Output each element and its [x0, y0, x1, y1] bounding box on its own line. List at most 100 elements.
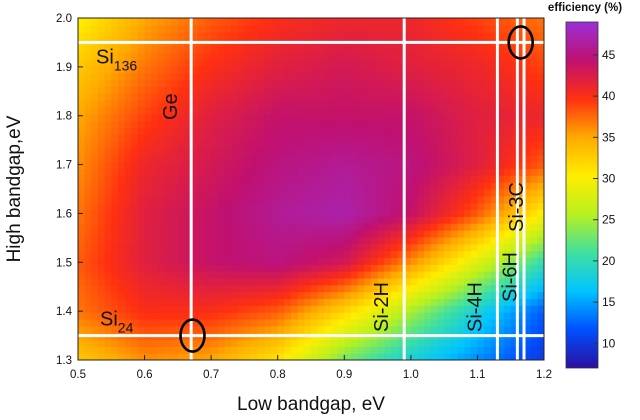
heatmap-cell: [264, 195, 272, 204]
heatmap-cell: [104, 209, 112, 217]
heatmap-cell: [417, 65, 425, 74]
heatmap-cell: [251, 318, 259, 327]
heatmap-cell: [217, 216, 226, 224]
heatmap-cell: [157, 195, 166, 204]
heatmap-cell: [390, 52, 399, 60]
heatmap-cell: [151, 18, 159, 26]
heatmap-cell: [537, 127, 544, 135]
heatmap-cell: [97, 277, 106, 286]
heatmap-cell: [204, 264, 212, 272]
heatmap-cell: [184, 59, 192, 67]
heatmap-cell: [217, 120, 226, 129]
heatmap-cell: [517, 79, 525, 87]
heatmap-cell: [384, 100, 392, 108]
heatmap-cell: [344, 305, 352, 313]
heatmap-cell: [410, 113, 419, 122]
heatmap-cell: [324, 113, 332, 122]
heatmap-cell: [124, 72, 132, 81]
heatmap-cell: [324, 325, 332, 334]
heatmap-cell: [537, 52, 544, 60]
heatmap-cell: [357, 346, 365, 354]
heatmap-cell: [291, 312, 299, 320]
heatmap-cell: [417, 298, 425, 306]
heatmap-cell: [151, 223, 159, 231]
heatmap-cell: [191, 325, 199, 334]
heatmap-cell: [410, 312, 419, 320]
heatmap-cell: [324, 243, 332, 252]
heatmap-cell: [464, 243, 472, 252]
heatmap-cell: [124, 230, 132, 238]
heatmap-cell: [91, 100, 99, 108]
heatmap-cell: [271, 182, 279, 190]
heatmap-cell: [251, 147, 259, 156]
heatmap-cell: [504, 298, 512, 306]
heatmap-cell: [84, 65, 92, 74]
heatmap-cell: [537, 230, 544, 238]
heatmap-cell: [311, 86, 319, 94]
heatmap-cell: [504, 134, 512, 142]
heatmap-cell: [457, 120, 465, 129]
heatmap-cell: [217, 59, 226, 67]
heatmap-cell: [450, 339, 459, 347]
heatmap-cell: [204, 195, 212, 204]
heatmap-cell: [490, 127, 498, 135]
heatmap-cell: [537, 236, 544, 245]
heatmap-cell: [397, 250, 405, 258]
heatmap-cell: [484, 312, 492, 320]
heatmap-cell: [144, 312, 152, 320]
heatmap-cell: [284, 161, 292, 170]
heatmap-cell: [104, 86, 112, 94]
heatmap-cell: [484, 141, 492, 149]
heatmap-cell: [157, 209, 166, 217]
heatmap-cell: [437, 257, 445, 265]
heatmap-cell: [344, 31, 352, 40]
heatmap-cell: [231, 134, 239, 142]
heatmap-cell: [104, 141, 112, 149]
heatmap-cell: [191, 305, 199, 313]
heatmap-cell: [530, 113, 538, 122]
heatmap-cell: [370, 339, 379, 347]
heatmap-cell: [377, 86, 385, 94]
heatmap-cell: [164, 318, 172, 327]
heatmap-cell: [264, 230, 272, 238]
heatmap-cell: [297, 79, 305, 87]
heatmap-cell: [284, 86, 292, 94]
heatmap-cell: [184, 120, 192, 129]
heatmap-cell: [337, 346, 345, 354]
heatmap-cell: [91, 161, 99, 170]
heatmap-cell: [78, 93, 86, 101]
heatmap-cell: [144, 59, 152, 67]
heatmap-cell: [430, 168, 439, 176]
heatmap-cell: [397, 257, 405, 265]
heatmap-cell: [84, 24, 92, 33]
heatmap-cell: [484, 243, 492, 252]
heatmap-cell: [384, 79, 392, 87]
heatmap-cell: [424, 52, 432, 60]
heatmap-cell: [217, 250, 226, 258]
heatmap-cell: [177, 72, 186, 81]
heatmap-cell: [344, 264, 352, 272]
heatmap-cell: [184, 271, 192, 279]
heatmap-cell: [211, 86, 219, 94]
heatmap-cell: [157, 325, 166, 334]
heatmap-cell: [177, 209, 186, 217]
heatmap-cell: [217, 24, 226, 33]
heatmap-cell: [324, 339, 332, 347]
heatmap-cell: [257, 230, 265, 238]
heatmap-cell: [78, 52, 86, 60]
heatmap-cell: [324, 291, 332, 300]
heatmap-cell: [457, 168, 465, 176]
heatmap-cell: [317, 264, 325, 272]
heatmap-cell: [304, 79, 312, 87]
heatmap-cell: [510, 182, 518, 190]
heatmap-cell: [217, 195, 226, 204]
heatmap-cell: [251, 79, 259, 87]
heatmap-cell: [390, 353, 399, 360]
heatmap-cell: [517, 182, 525, 190]
heatmap-cell: [151, 284, 159, 293]
heatmap-cell: [284, 45, 292, 53]
colorbar-tick-label: 25: [602, 213, 616, 227]
heatmap-cell: [370, 113, 379, 122]
heatmap-cell: [390, 154, 399, 163]
heatmap-cell: [171, 291, 179, 300]
